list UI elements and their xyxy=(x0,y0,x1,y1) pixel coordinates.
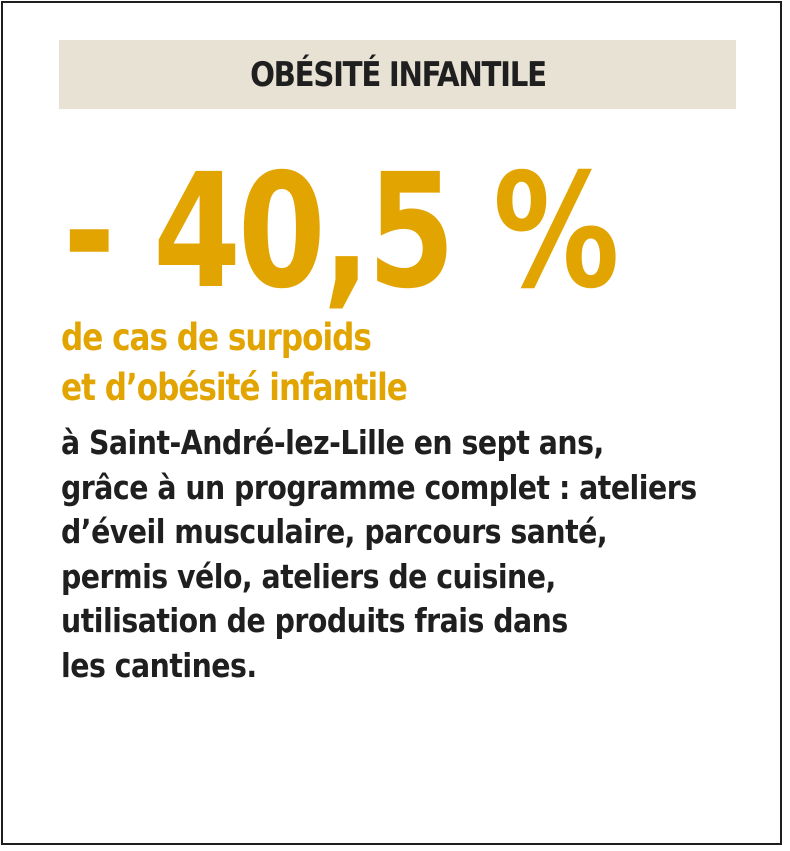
header-band: OBÉSITÉ INFANTILE xyxy=(59,40,736,109)
body-line: grâce à un programme complet : ateliers xyxy=(61,467,697,507)
body-line: permis vélo, ateliers de cuisine, xyxy=(61,556,556,596)
headline-statistic: - 40,5 % xyxy=(63,140,620,324)
subheading-line: de cas de surpoids xyxy=(61,316,372,359)
subheading-line: et d’obésité infantile xyxy=(61,366,408,409)
body-line: utilisation de produits frais dans xyxy=(61,601,568,640)
body-line: à Saint-André-lez-Lille en sept ans, xyxy=(61,423,604,462)
body-line: d’éveil musculaire, parcours santé, xyxy=(61,512,608,551)
body-paragraph: à Saint-André-lez-Lille en sept ans, grâ… xyxy=(61,421,697,688)
body-line: les cantines. xyxy=(61,645,257,685)
header-title: OBÉSITÉ INFANTILE xyxy=(249,54,547,95)
statistic-subheading: de cas de surpoids et d’obésité infantil… xyxy=(61,313,408,413)
